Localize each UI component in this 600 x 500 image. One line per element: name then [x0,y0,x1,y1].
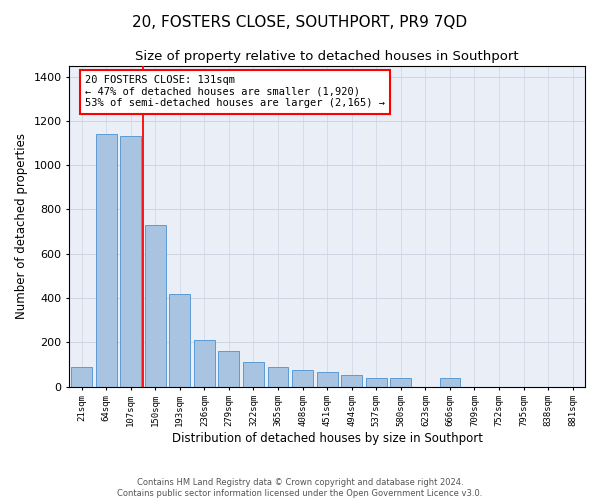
Y-axis label: Number of detached properties: Number of detached properties [15,133,28,319]
Bar [145,225,166,386]
Bar [268,366,289,386]
Title: Size of property relative to detached houses in Southport: Size of property relative to detached ho… [136,50,519,63]
Text: Contains HM Land Registry data © Crown copyright and database right 2024.
Contai: Contains HM Land Registry data © Crown c… [118,478,482,498]
Text: 20 FOSTERS CLOSE: 131sqm
← 47% of detached houses are smaller (1,920)
53% of sem: 20 FOSTERS CLOSE: 131sqm ← 47% of detach… [85,75,385,108]
Bar [341,376,362,386]
Bar [96,134,116,386]
Bar [440,378,460,386]
Bar [169,294,190,386]
X-axis label: Distribution of detached houses by size in Southport: Distribution of detached houses by size … [172,432,482,445]
Bar [71,366,92,386]
Bar [317,372,338,386]
Bar [218,351,239,386]
Bar [366,378,387,386]
Text: 20, FOSTERS CLOSE, SOUTHPORT, PR9 7QD: 20, FOSTERS CLOSE, SOUTHPORT, PR9 7QD [133,15,467,30]
Bar [292,370,313,386]
Bar [120,136,141,386]
Bar [194,340,215,386]
Bar [243,362,264,386]
Bar [391,378,411,386]
